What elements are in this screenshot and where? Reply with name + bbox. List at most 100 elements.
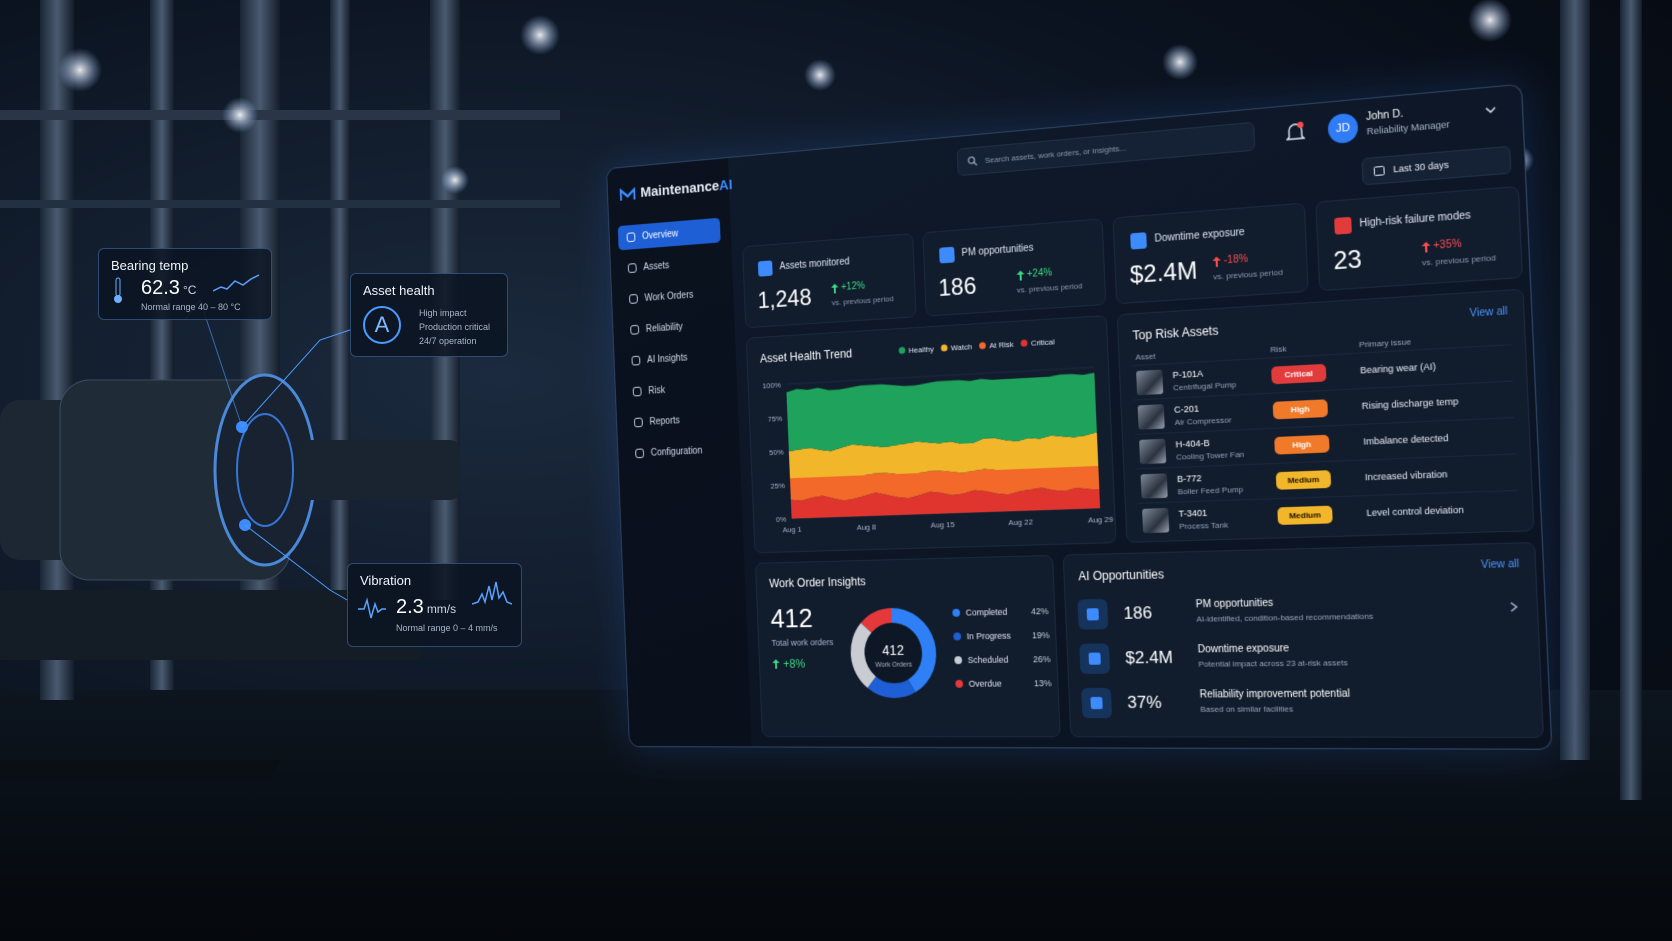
nav-item[interactable]: Assets [619,249,722,281]
nav-label: Work Orders [644,289,694,304]
health-lines: High impact Production critical 24/7 ope… [419,306,490,348]
legend-dot [952,608,961,617]
change-value: -18% [1223,253,1249,267]
sidebar: MaintenanceAI Overview Assets Work Orders R… [606,158,752,747]
ai-icon [1077,598,1109,630]
nav-item[interactable]: Overview [617,217,721,251]
kpi-card: Assets monitored 1,248 +12% vs. previous pe… [742,233,917,329]
nav-icon [626,232,636,243]
icon [1088,652,1101,665]
dashboard: MaintenanceAI Overview Assets Work Orders R… [606,83,1553,750]
issue: Bearing wear (AI) [1359,361,1437,376]
kpi-note: vs. previous period [1421,252,1497,268]
bell[interactable] [1285,121,1305,143]
x-tick-label: Aug 1 [783,525,802,535]
x-tick-label: Aug 15 [931,520,955,530]
ai-desc: AI-identified, condition-based recommend… [1196,611,1374,624]
icon-shape [1086,608,1099,621]
area [788,432,1099,480]
kpi-change: +12% [830,281,865,294]
legend-label: At Risk [989,339,1014,350]
search-icon [968,156,978,167]
x-tick-label: Aug 29 [1088,515,1113,525]
legend-label: In Progress [966,630,1011,642]
kpi-change: -18% [1212,253,1248,267]
trend-arrow [1212,255,1222,267]
wo-total: 412 [769,602,814,634]
change-value: +24% [1026,267,1053,281]
reading: 62.3 °C [111,277,259,300]
thermometer-icon [114,277,122,303]
kpi-value: $2.4M [1129,257,1198,290]
unit: °C [182,283,197,297]
ai-value: $2.4M [1125,647,1174,668]
chevron[interactable] [1485,106,1497,116]
date-range: Last 30 days [1392,159,1450,175]
nav-label: Overview [641,228,679,242]
nav-item[interactable]: Work Orders [620,280,723,312]
dashboard-wrap: MaintenanceAI Overview Assets Work Orders R… [606,83,1553,750]
legend-value: 19% [1031,630,1050,641]
arrow-shape [772,659,780,669]
kpi-value: 186 [937,272,977,302]
asset-type: Centrifugal Pump [1172,379,1237,393]
y-tick-label: 75% [768,414,783,424]
nav-item[interactable]: Reliability [621,312,724,343]
nav-icon [631,355,641,366]
card-title: Asset health [363,283,435,298]
y-tick-label: 0% [776,515,787,524]
grade: A [363,306,401,344]
icon-shape [938,246,955,264]
view-all[interactable]: View all [1469,305,1508,320]
ai-row[interactable]: 37% Reliability improvement potential Base… [1081,681,1529,724]
arrow-shape [830,283,839,294]
search-placeholder: Search assets, work orders, or insights.… [984,143,1127,165]
column-header: Asset [1135,351,1156,362]
nav-item[interactable]: AI Insights [623,343,726,374]
bearing-card: Bearing temp 62.3 °C Normal range 40 – 80… [98,248,272,320]
range: Normal range 0 – 4 mm/s [396,623,498,633]
asset-type: Air Compressor [1174,415,1232,428]
donut-legend-row: Completed 42% [952,606,1049,620]
avatar[interactable]: JD [1327,112,1359,145]
wo-change: +8% [772,657,805,671]
asset-type: Cooling Tower Fan [1175,449,1245,462]
ai-icon [1079,643,1111,674]
icon-shape [1090,696,1103,710]
chevron [1510,601,1519,612]
donut-legend-row: Overdue 13% [955,678,1052,691]
donut-hole [864,623,923,683]
nav-item[interactable]: Configuration [626,437,729,466]
kpi-card: High-risk failure modes 23 +35% vs. previou… [1314,185,1523,292]
nav-item[interactable]: Reports [625,406,728,436]
view-all[interactable]: View all [1480,558,1520,572]
asset-thumb [1140,473,1168,499]
risk-card: Top Risk Assets View all Asset Risk Primary … [1116,288,1535,543]
chart-title: Asset Health Trend [760,348,853,366]
ai-title: Downtime exposure [1197,643,1290,656]
arrow-shape [1420,241,1431,253]
kpi-note: vs. previous period [1213,267,1283,282]
icon-shape [757,260,773,277]
nav-label: Reliability [645,321,683,335]
nav-icon [635,448,645,459]
kpi-label: Assets monitored [779,256,850,273]
nav-icon [629,293,638,304]
asset-type: Boiler Feed Pump [1177,484,1244,497]
column-header: Risk [1270,344,1287,355]
trend-arrow [830,283,839,294]
nav-item[interactable]: Risk [624,374,727,404]
card-title: Bearing temp [111,258,189,273]
line: High impact [419,308,467,318]
asset-type: Process Tank [1178,520,1229,532]
nav-label: Assets [643,260,670,273]
date-picker[interactable]: Last 30 days [1361,145,1512,186]
ai-value: 186 [1123,603,1153,623]
ai-desc: Based on similar facilities [1200,704,1294,714]
nav-label: AI Insights [646,352,688,366]
ai-row[interactable]: 186 PM opportunities AI-identified, condit… [1077,586,1524,635]
ai-row[interactable]: $2.4M Downtime exposure Potential impact a… [1079,634,1526,680]
ai-card: AI Opportunities View all 186 PM opportunit… [1062,541,1545,738]
ai-icon [1081,687,1113,719]
